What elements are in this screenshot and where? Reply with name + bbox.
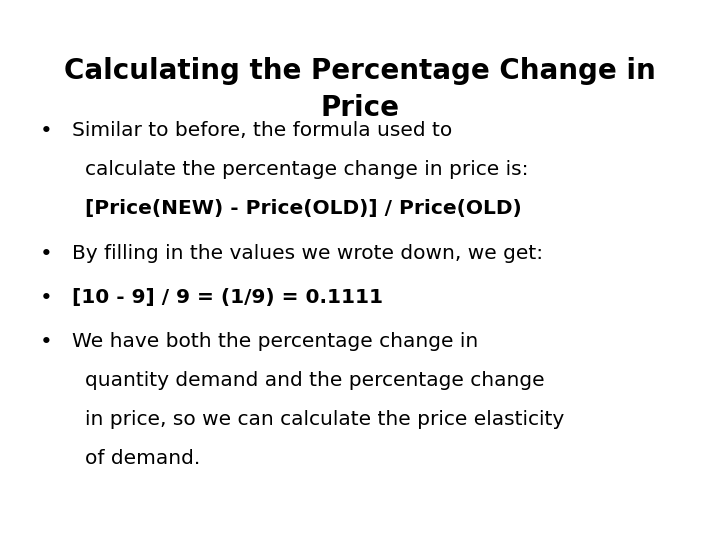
Text: [10 - 9] / 9 = (1/9) = 0.1111: [10 - 9] / 9 = (1/9) = 0.1111 xyxy=(72,288,383,307)
Text: Similar to before, the formula used to: Similar to before, the formula used to xyxy=(72,122,452,140)
Text: •: • xyxy=(40,244,53,264)
Text: in price, so we can calculate the price elasticity: in price, so we can calculate the price … xyxy=(85,410,564,429)
Text: •: • xyxy=(40,288,53,308)
Text: •: • xyxy=(40,122,53,141)
Text: quantity demand and the percentage change: quantity demand and the percentage chang… xyxy=(85,371,544,390)
Text: Calculating the Percentage Change in
Price: Calculating the Percentage Change in Pri… xyxy=(64,57,656,122)
Text: We have both the percentage change in: We have both the percentage change in xyxy=(72,332,478,351)
Text: •: • xyxy=(40,332,53,352)
Text: calculate the percentage change in price is:: calculate the percentage change in price… xyxy=(85,160,528,179)
Text: [Price(NEW) - Price(OLD)] / Price(OLD): [Price(NEW) - Price(OLD)] / Price(OLD) xyxy=(85,199,522,218)
Text: of demand.: of demand. xyxy=(85,449,200,468)
Text: By filling in the values we wrote down, we get:: By filling in the values we wrote down, … xyxy=(72,244,543,262)
